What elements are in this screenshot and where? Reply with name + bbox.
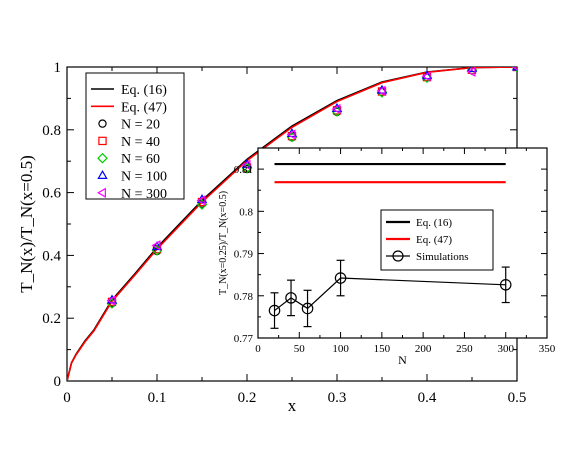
x-tick-label: 0 bbox=[63, 390, 71, 406]
inset-plot: 0 50 100 150 200 250 300 350 0.77 0.78 0.79 0.8 0.81… bbox=[218, 147, 556, 367]
legend-label-6: N = 300 bbox=[121, 187, 167, 202]
series-5-point bbox=[151, 241, 163, 251]
series-6-point bbox=[331, 103, 341, 115]
inset-x-tick-label: 50 bbox=[294, 343, 306, 355]
inset-legend-label-2: Simulations bbox=[416, 251, 469, 263]
inset-legend-marker bbox=[392, 250, 404, 262]
inset-y-tick-label: 0.81 bbox=[234, 164, 253, 176]
inset-x-tick-label: 0 bbox=[255, 343, 261, 355]
inset-legend: Eq. (16) Eq. (47) Simulations bbox=[380, 209, 494, 271]
x-tick-label: 0.1 bbox=[148, 390, 167, 406]
x-axis-label: x bbox=[288, 396, 297, 415]
y-tick-label: 0.6 bbox=[42, 186, 61, 202]
series-6-point bbox=[286, 129, 296, 140]
series-6-point bbox=[241, 159, 251, 171]
x-tick-label: 0.5 bbox=[508, 390, 527, 406]
series-6-point bbox=[466, 67, 476, 77]
inset-legend-label-1: Eq. (47) bbox=[416, 234, 452, 246]
inset-y-tick-label: 0.79 bbox=[234, 249, 254, 261]
inset-x-tick-label: 200 bbox=[415, 343, 432, 355]
series-6-point bbox=[421, 71, 431, 82]
legend-swatch-2 bbox=[98, 119, 107, 128]
simulations-point bbox=[301, 302, 314, 315]
series-line-1 bbox=[67, 67, 517, 381]
legend-swatch-5 bbox=[97, 169, 108, 179]
inset-plot-area bbox=[268, 162, 512, 329]
inset-y-tick-label: 0.77 bbox=[234, 333, 254, 345]
y-tick-label: 0 bbox=[54, 374, 62, 390]
inset-x-tick-label: 300 bbox=[497, 343, 514, 355]
legend-swatch-3 bbox=[98, 136, 107, 146]
inset-y-tick-label: 0.8 bbox=[239, 206, 253, 218]
series-6-point bbox=[511, 67, 517, 71]
simulations-point bbox=[499, 278, 512, 291]
plot-area bbox=[67, 67, 517, 381]
series-6-point bbox=[376, 85, 386, 97]
inset-x-tick-label: 250 bbox=[456, 343, 473, 355]
y-tick-label: 0.4 bbox=[42, 248, 61, 264]
inset-x-tick-label: 150 bbox=[374, 343, 391, 355]
x-tick-label: 0.4 bbox=[418, 390, 437, 406]
legend-label-3: N = 40 bbox=[121, 135, 160, 150]
series-6-point bbox=[106, 295, 116, 306]
y-axis-label: T_N(x)/T_N(x=0.5) bbox=[17, 155, 36, 293]
inset-legend-label-0: Eq. (16) bbox=[416, 217, 452, 229]
main-legend: Eq. (16) Eq. (47) N = 20 N = 40 N = 60 N = 10… bbox=[85, 72, 185, 202]
simulations-point bbox=[285, 292, 297, 304]
legend-label-0: Eq. (16) bbox=[121, 83, 167, 98]
y-tick-label: 0.8 bbox=[42, 123, 61, 139]
x-tick-label: 0.3 bbox=[328, 390, 347, 406]
inset-y-axis-label: T_N(x=0.25)/T_N(x=0.5) bbox=[218, 191, 229, 295]
inset-x-tick-label: 350 bbox=[539, 343, 556, 355]
inset-x-tick-label: 100 bbox=[332, 343, 349, 355]
x-tick-label: 0.2 bbox=[238, 390, 257, 406]
series-6-point bbox=[151, 240, 161, 251]
simulations-point bbox=[268, 304, 281, 317]
legend-label-1: Eq. (47) bbox=[121, 100, 167, 115]
inset-x-axis-label: N bbox=[398, 353, 407, 367]
legend-swatch-4 bbox=[97, 152, 108, 164]
y-tick-label: 0.2 bbox=[42, 311, 61, 327]
legend-label-5: N = 100 bbox=[121, 170, 167, 185]
inset-y-tick-label: 0.78 bbox=[234, 291, 254, 303]
simulations-point bbox=[334, 272, 347, 284]
main-plot: 0 0.1 0.2 0.3 0.4 0.500.20.40.60.81xT_N(x)/T_… bbox=[17, 60, 526, 415]
y-tick-label: 1 bbox=[54, 60, 62, 76]
legend-label-2: N = 20 bbox=[121, 118, 160, 133]
series-6-point bbox=[196, 195, 206, 206]
legend-swatch-6 bbox=[96, 187, 106, 198]
legend-label-4: N = 60 bbox=[121, 152, 160, 167]
